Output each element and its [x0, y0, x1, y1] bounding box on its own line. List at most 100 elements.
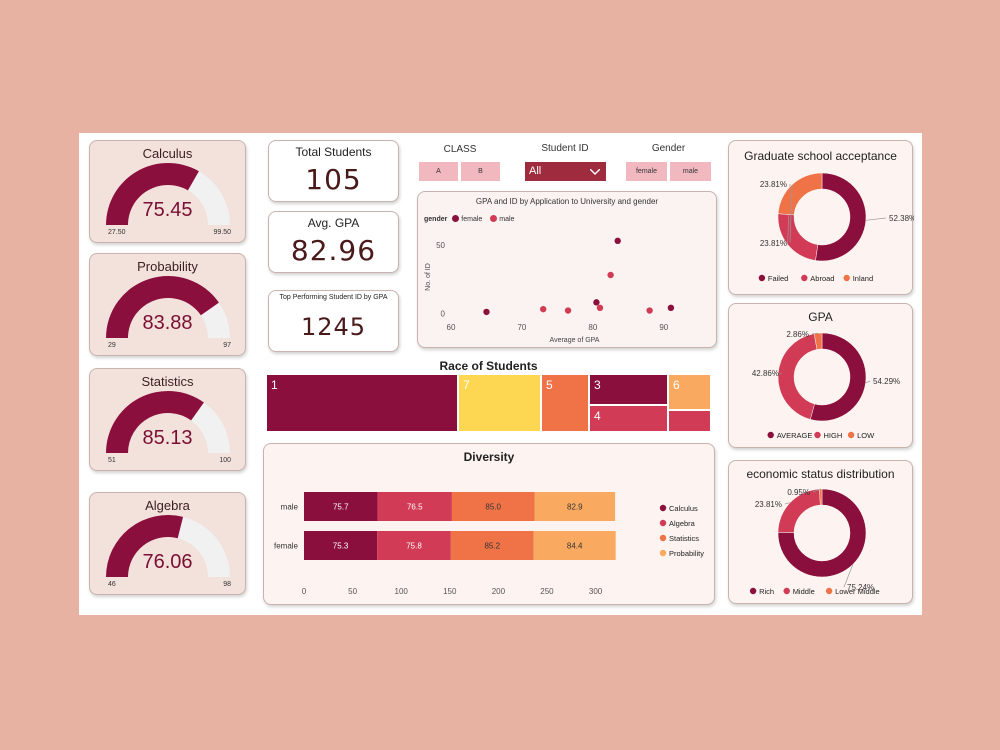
bar-data-label: 75.3 [333, 542, 349, 551]
scatter-point [614, 237, 621, 245]
kpi-title: Top Performing Student ID by GPA [279, 294, 388, 301]
kpi-title: Total Students [295, 145, 372, 159]
gauge-min: 27.50 [108, 229, 126, 236]
legend-swatch [659, 519, 667, 527]
pie-title: GPA [808, 310, 833, 324]
scatter-point [540, 305, 547, 313]
legend-label: HIGH [824, 431, 843, 440]
kpi-avg-gpa: Avg. GPA 82.96 [268, 211, 399, 273]
student-id-slicer-label: Student ID [541, 143, 589, 154]
y-tick-label: 50 [436, 241, 445, 250]
leader-line [789, 184, 793, 244]
treemap-cell[interactable]: 6 [668, 374, 711, 410]
leader-line [784, 502, 791, 505]
legend-item-female: female [452, 215, 483, 223]
kpi-total-students: Total Students 105 [268, 140, 399, 202]
legend-label: Inland [853, 274, 873, 283]
gauge-value: 83.88 [142, 312, 193, 334]
gauge-min: 46 [108, 581, 116, 588]
legend-swatch [767, 431, 774, 439]
legend-swatch [814, 431, 821, 439]
slice-label: 23.81% [760, 180, 787, 189]
x-tick-label: 70 [517, 323, 526, 332]
donut-slice [815, 172, 867, 262]
pie-legend: AVERAGE HIGH LOW [767, 431, 875, 440]
gender-female-button[interactable]: female [626, 162, 667, 181]
legend-swatch [825, 587, 833, 595]
donut-slice [809, 332, 867, 422]
gauge-title: Algebra [145, 498, 190, 513]
legend-label: Statistics [669, 534, 699, 543]
kpi-top-student: Top Performing Student ID by GPA 1245 [268, 290, 399, 352]
kpi-value: 82.96 [290, 234, 377, 267]
legend-label: Probability [669, 549, 704, 558]
x-axis-label: Average of GPA [550, 337, 600, 344]
leader-line [812, 488, 821, 493]
gauge-value: 76.06 [142, 551, 193, 573]
leader-line [865, 217, 887, 221]
bar-segment [377, 531, 451, 560]
donut-slice [777, 213, 819, 261]
student-id-dropdown[interactable]: All [525, 162, 606, 181]
x-tick-label: 90 [659, 323, 668, 332]
bar-data-label: 76.5 [407, 503, 423, 512]
pie-title: economic status distribution [746, 467, 895, 481]
pie-card-grad-acceptance: Graduate school acceptance 52.38% 23.81% 2… [728, 140, 914, 295]
x-tick-label: 200 [492, 587, 506, 596]
y-axis-label: No. of ID [425, 263, 432, 291]
legend-swatch [843, 274, 850, 282]
gauge-fill [106, 391, 204, 453]
bar-segment [450, 531, 534, 560]
treemap-cell[interactable]: 1 [266, 374, 458, 432]
treemap-cell[interactable]: 7 [458, 374, 541, 432]
slice-label: 0.95% [787, 488, 810, 497]
legend-swatch [490, 215, 498, 222]
bar-segment [304, 531, 378, 560]
treemap-title: Race of Students [439, 359, 538, 373]
gauge-title: Statistics [141, 374, 194, 389]
scatter-point [607, 271, 614, 279]
x-tick-label: 50 [348, 587, 357, 596]
treemap-cell[interactable]: 3 [589, 374, 668, 405]
gauge-arc [106, 515, 230, 577]
gauge-value: 85.13 [142, 427, 193, 449]
pie-card-gpa: GPA 54.29% 42.86% 2.86% AVERAGE HIGH LOW [728, 303, 913, 448]
gauge-value: 75.45 [142, 199, 193, 221]
bar-data-label: 82.9 [567, 503, 583, 512]
gauge-arc [106, 276, 230, 338]
gender-male-button[interactable]: male [670, 162, 711, 181]
treemap-cell[interactable]: 4 [589, 405, 668, 432]
legend-label: Algebra [669, 519, 696, 528]
gauge-arc [106, 163, 230, 225]
scatter-point [646, 307, 653, 314]
kpi-title: Avg. GPA [307, 216, 360, 230]
bar-data-label: 75.8 [406, 542, 422, 551]
legend-swatch [783, 587, 790, 595]
legend-swatch [659, 504, 667, 512]
legend-label: AVERAGE [777, 431, 813, 440]
scatter-legend: gender female male [424, 215, 517, 223]
x-tick-label: 250 [540, 587, 554, 596]
gauge-max: 100 [219, 457, 231, 464]
slice-label: 75.24% [847, 583, 874, 592]
pie-title: Graduate school acceptance [744, 149, 897, 163]
treemap-cell[interactable] [668, 410, 711, 432]
gender-slicer-label: Gender [651, 143, 686, 154]
legend-label: Calculus [669, 504, 698, 513]
legend-swatch [758, 274, 766, 282]
bar-segment [533, 531, 616, 560]
donut-chart: 54.29% 42.86% 2.86% AVERAGE HIGH LOW [752, 330, 900, 440]
bar-segment [451, 492, 535, 521]
donut-slice [777, 333, 818, 420]
treemap-cell[interactable]: 5 [541, 374, 589, 432]
gauge-max: 99.50 [213, 229, 231, 236]
scatter-plot: 60 70 80 90 0 50 Average of GPA No. of ID [425, 237, 675, 344]
class-b-button[interactable]: B [461, 162, 500, 181]
x-tick-label: 100 [395, 587, 409, 596]
bar-data-label: 85.0 [485, 503, 501, 512]
gauge-fill [106, 515, 184, 577]
class-a-button[interactable]: A [419, 162, 458, 181]
gauge-fill [106, 276, 219, 338]
y-tick-label: 0 [441, 309, 446, 318]
legend-label: female [461, 216, 483, 223]
